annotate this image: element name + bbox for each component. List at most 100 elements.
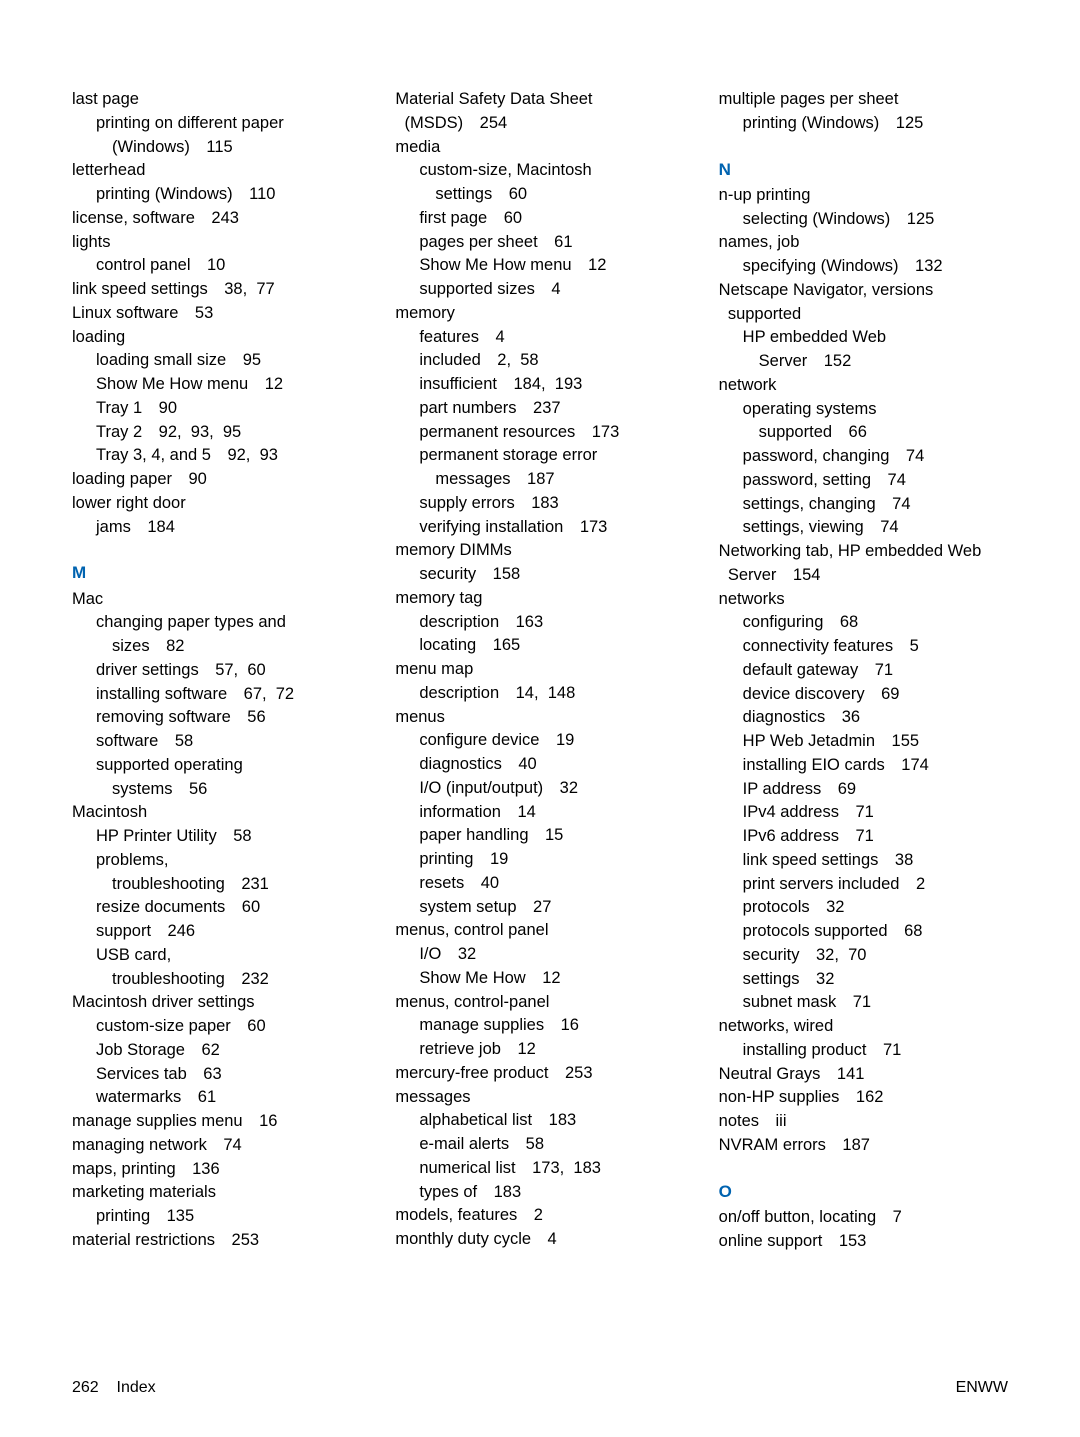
index-entry: custom-size, Macintosh [395, 159, 684, 183]
index-entry: information 14 [395, 801, 684, 825]
index-entry: Server 152 [719, 350, 1008, 374]
index-entry: Macintosh [72, 801, 361, 825]
index-entry: subnet mask 71 [719, 991, 1008, 1015]
index-entry: on/off button, locating 7 [719, 1206, 1008, 1230]
index-entry: manage supplies 16 [395, 1014, 684, 1038]
index-entry: protocols 32 [719, 896, 1008, 920]
index-entry: jams 184 [72, 516, 361, 540]
index-entry: permanent storage error [395, 444, 684, 468]
index-entry: last page [72, 88, 361, 112]
index-entry: n-up printing [719, 184, 1008, 208]
index-entry: protocols supported 68 [719, 920, 1008, 944]
index-entry: numerical list 173, 183 [395, 1157, 684, 1181]
index-column-3: multiple pages per sheetprinting (Window… [719, 88, 1008, 1254]
index-entry: HP Printer Utility 58 [72, 825, 361, 849]
index-entry: NVRAM errors 187 [719, 1134, 1008, 1158]
index-entry: monthly duty cycle 4 [395, 1228, 684, 1252]
index-entry: first page 60 [395, 207, 684, 231]
index-entry: printing 19 [395, 848, 684, 872]
index-entry: loading [72, 326, 361, 350]
index-entry: Tray 1 90 [72, 397, 361, 421]
index-entry: support 246 [72, 920, 361, 944]
index-entry: description 14, 148 [395, 682, 684, 706]
footer-right: ENWW [956, 1379, 1008, 1397]
index-entry: operating systems [719, 398, 1008, 422]
index-entry: system setup 27 [395, 896, 684, 920]
index-entry: paper handling 15 [395, 824, 684, 848]
index-entry: menu map [395, 658, 684, 682]
index-entry: installing software 67, 72 [72, 683, 361, 707]
index-entry: settings 60 [395, 183, 684, 207]
index-entry: license, software 243 [72, 207, 361, 231]
index-entry: network [719, 374, 1008, 398]
index-entry: Server 154 [719, 564, 1008, 588]
index-entry: IPv4 address 71 [719, 801, 1008, 825]
index-entry: resize documents 60 [72, 896, 361, 920]
index-entry: Show Me How 12 [395, 967, 684, 991]
index-entry: lower right door [72, 492, 361, 516]
index-entry: HP Web Jetadmin 155 [719, 730, 1008, 754]
index-entry: networks, wired [719, 1015, 1008, 1039]
index-entry: selecting (Windows) 125 [719, 208, 1008, 232]
index-entry: control panel 10 [72, 254, 361, 278]
index-entry: types of 183 [395, 1181, 684, 1205]
index-entry: messages 187 [395, 468, 684, 492]
footer-left: 262 Index [72, 1379, 156, 1397]
index-entry: pages per sheet 61 [395, 231, 684, 255]
index-entry: print servers included 2 [719, 873, 1008, 897]
index-entry: settings, viewing 74 [719, 516, 1008, 540]
index-entry: Macintosh driver settings [72, 991, 361, 1015]
index-entry: configuring 68 [719, 611, 1008, 635]
index-entry: (MSDS) 254 [395, 112, 684, 136]
index-entry: installing product 71 [719, 1039, 1008, 1063]
index-entry: link speed settings 38 [719, 849, 1008, 873]
index-entry: memory [395, 302, 684, 326]
index-entry: password, changing 74 [719, 445, 1008, 469]
index-entry: IP address 69 [719, 778, 1008, 802]
index-entry: settings 32 [719, 968, 1008, 992]
index-entry: description 163 [395, 611, 684, 635]
index-entry: printing (Windows) 110 [72, 183, 361, 207]
index-entry: media [395, 136, 684, 160]
index-section-head: O [719, 1180, 1008, 1204]
index-entry: connectivity features 5 [719, 635, 1008, 659]
footer-section-label: Index [117, 1379, 156, 1396]
index-entry: configure device 19 [395, 729, 684, 753]
page-footer: 262 Index ENWW [72, 1379, 1008, 1397]
index-entry: link speed settings 38, 77 [72, 278, 361, 302]
index-entry: supported sizes 4 [395, 278, 684, 302]
footer-page-number: 262 [72, 1379, 99, 1396]
index-entry: HP embedded Web [719, 326, 1008, 350]
index-entry: watermarks 61 [72, 1086, 361, 1110]
index-entry: diagnostics 36 [719, 706, 1008, 730]
index-entry: online support 153 [719, 1230, 1008, 1254]
index-entry: e-mail alerts 58 [395, 1133, 684, 1157]
index-entry: messages [395, 1086, 684, 1110]
index-entry: I/O (input/output) 32 [395, 777, 684, 801]
index-entry: troubleshooting 231 [72, 873, 361, 897]
index-entry: maps, printing 136 [72, 1158, 361, 1182]
index-entry: USB card, [72, 944, 361, 968]
index-entry: mercury-free product 253 [395, 1062, 684, 1086]
index-entry: printing (Windows) 125 [719, 112, 1008, 136]
index-entry: part numbers 237 [395, 397, 684, 421]
index-entry: Networking tab, HP embedded Web [719, 540, 1008, 564]
index-entry: I/O 32 [395, 943, 684, 967]
index-column-2: Material Safety Data Sheet (MSDS) 254med… [395, 88, 684, 1254]
index-entry: permanent resources 173 [395, 421, 684, 445]
index-entry: changing paper types and [72, 611, 361, 635]
index-entry: diagnostics 40 [395, 753, 684, 777]
index-entry: software 58 [72, 730, 361, 754]
index-entry: specifying (Windows) 132 [719, 255, 1008, 279]
index-columns: last pageprinting on different paper(Win… [72, 88, 1008, 1254]
index-entry: verifying installation 173 [395, 516, 684, 540]
index-entry: models, features 2 [395, 1204, 684, 1228]
index-entry: names, job [719, 231, 1008, 255]
index-entry: resets 40 [395, 872, 684, 896]
index-entry: lights [72, 231, 361, 255]
index-entry: printing 135 [72, 1205, 361, 1229]
index-entry: Material Safety Data Sheet [395, 88, 684, 112]
index-section-head: N [719, 158, 1008, 182]
index-entry: security 32, 70 [719, 944, 1008, 968]
index-entry: Tray 3, 4, and 5 92, 93 [72, 444, 361, 468]
